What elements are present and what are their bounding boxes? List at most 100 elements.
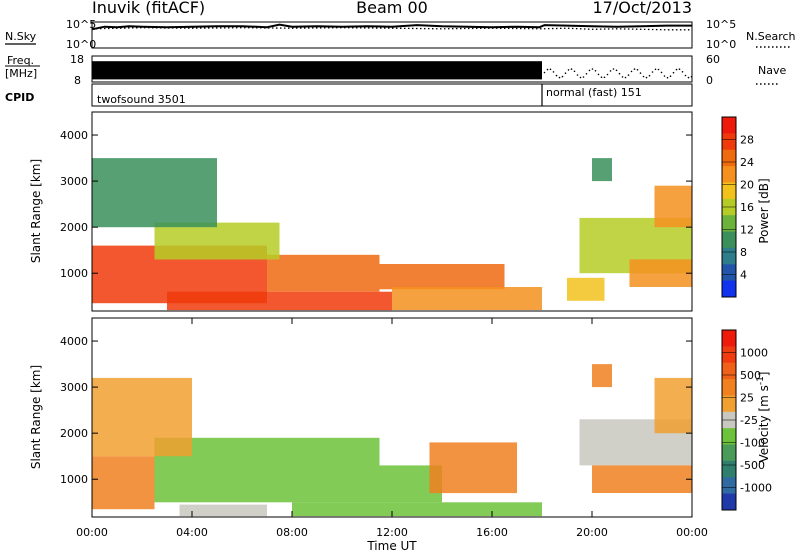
nave-dot	[612, 68, 615, 70]
x-tick-label: 00:00	[676, 526, 708, 539]
heatmap-cell	[629, 259, 692, 287]
noise-top-label-right: 10^5	[706, 18, 736, 31]
x-tick-label: 00:00	[76, 526, 108, 539]
nave-dot	[603, 76, 606, 79]
noise-panel: N.Sky 10^5 10^0 10^5 10^0 N.Search	[5, 18, 796, 51]
freq-bar-band	[92, 61, 542, 80]
power-y-ticks: 1000 2000 3000 4000	[60, 129, 692, 280]
nave-dot	[666, 76, 669, 79]
power-y-axis-label: Slant Range [km]	[29, 159, 43, 263]
nave-dot	[645, 76, 648, 79]
heatmap-cell	[379, 264, 505, 290]
cpid-frame	[91, 83, 693, 107]
y-tick-label: 2000	[60, 427, 88, 440]
colorbar-tick-label: 24	[740, 156, 754, 169]
y-tick-label: 1000	[60, 267, 88, 280]
velocity-y-axis-label: Slant Range [km]	[29, 365, 43, 469]
velocity-colorbar-title-exponent: -1	[756, 376, 766, 385]
freq-panel: Freq. [MHz] 18 8 60 0 Nave	[5, 53, 786, 87]
nave-dot	[600, 76, 603, 78]
nave-dot	[558, 76, 561, 79]
nave-dots	[543, 68, 693, 79]
colorbar-swatch	[722, 428, 736, 446]
nave-dot	[657, 68, 660, 71]
nave-label: Nave	[758, 64, 786, 77]
nave-dot	[630, 70, 633, 73]
heatmap-cell	[392, 287, 542, 310]
y-tick-label: 4000	[60, 335, 88, 348]
nave-dot	[573, 70, 576, 73]
colorbar-swatch	[722, 395, 736, 413]
colorbar-tick-label: 28	[740, 134, 754, 147]
colorbar-tick-label: -500	[740, 459, 765, 472]
colorbar-swatch	[722, 182, 736, 200]
cpid-panel: CPID twofsound 3501 normal (fast) 151	[5, 83, 693, 107]
heatmap-cell	[654, 185, 692, 228]
heatmap-cell	[92, 377, 192, 457]
y-tick-label: 2000	[60, 221, 88, 234]
heatmap-cell	[267, 254, 380, 292]
nave-dot	[543, 71, 546, 74]
x-tick-label: 08:00	[276, 526, 308, 539]
velocity-colorbar: -1000 -500 -100 -25 25 500 1000	[721, 329, 772, 511]
nave-dot	[678, 68, 681, 70]
nave-dot	[576, 74, 579, 76]
colorbar-swatch	[722, 117, 736, 134]
y-tick-label: 1000	[60, 473, 88, 486]
nave-dot	[582, 76, 585, 78]
heatmap-cell	[654, 377, 692, 434]
colorbar-tick-label: -100	[740, 437, 765, 450]
velocity-panel: 1000 2000 3000 4000 00:00 04:00 08:00 12:00 16:…	[29, 317, 708, 553]
colorbar-swatch	[722, 215, 736, 233]
heatmap-cell	[592, 465, 692, 493]
colorbar-swatch	[722, 231, 736, 249]
velocity-y-ticks: 1000 2000 3000 4000	[60, 335, 692, 486]
freq-label-line1: Freq.	[7, 54, 34, 67]
freq-top-label: 18	[70, 53, 84, 66]
nave-dot	[561, 75, 564, 78]
nave-dot	[660, 71, 663, 74]
colorbar-swatch	[722, 493, 736, 511]
power-colorbar: 4 8 12 16 20 24 28	[721, 116, 754, 298]
nave-dot	[675, 68, 678, 71]
colorbar-swatch	[722, 247, 736, 265]
colorbar-tick-label: -25	[740, 414, 758, 427]
colorbar-tick-label: -1000	[740, 482, 772, 495]
x-tick-label: 20:00	[576, 526, 608, 539]
cpid-label: CPID	[5, 91, 34, 104]
nave-dot	[621, 76, 624, 78]
nave-dot	[564, 72, 567, 74]
power-colorbar-title: Power [dB]	[757, 178, 771, 243]
colorbar-swatch	[722, 346, 736, 364]
nave-dot	[651, 71, 654, 73]
nave-dot	[654, 68, 657, 71]
freq-bars	[92, 61, 542, 80]
heatmap-cell	[92, 158, 217, 228]
colorbar-tick-label: 12	[740, 224, 754, 237]
noise-bottom-label-right: 10^0	[706, 38, 736, 51]
station-title: Inuvik (fitACF)	[92, 0, 205, 17]
power-panel: 1000 2000 3000 4000 Slant Range [km]	[29, 111, 693, 312]
nave-dot	[552, 71, 555, 73]
colorbar-swatch	[722, 460, 736, 478]
nave-dot	[585, 73, 588, 75]
beam-title: Beam 00	[356, 0, 428, 17]
x-tick-label: 16:00	[476, 526, 508, 539]
colorbar-tick-label: 20	[740, 179, 754, 192]
heatmap-cell	[429, 442, 517, 494]
heatmap-cell	[292, 502, 542, 517]
nave-dot	[681, 71, 684, 73]
nave-dot	[549, 68, 552, 71]
colorbar-swatch	[722, 379, 736, 396]
colorbar-tick-label: 16	[740, 201, 754, 214]
velocity-x-ticks: 00:00 04:00 08:00 12:00 16:00 20:00 00:00	[76, 318, 708, 539]
nave-dot	[588, 69, 591, 72]
nave-dot	[567, 69, 570, 71]
colorbar-tick-label: 1000	[740, 347, 768, 360]
y-tick-label: 3000	[60, 381, 88, 394]
freq-label-line2: [MHz]	[5, 67, 37, 80]
colorbar-tick-label: 4	[740, 269, 747, 282]
nave-dot	[597, 73, 600, 76]
nave-top-label: 60	[706, 53, 720, 66]
